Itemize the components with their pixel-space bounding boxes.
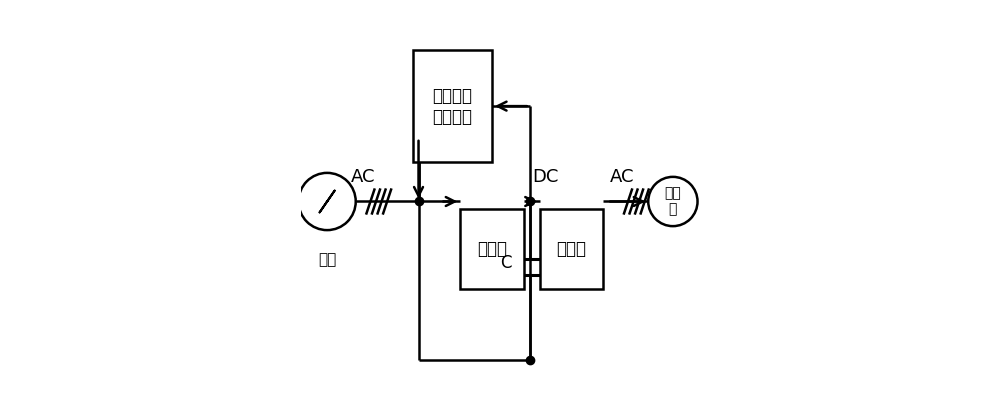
Text: 能量回馈
装置单元: 能量回馈 装置单元 — [432, 87, 472, 125]
Text: 整流器: 整流器 — [477, 240, 507, 258]
Bar — [413, 50, 492, 162]
Circle shape — [648, 177, 698, 226]
Text: C: C — [500, 254, 512, 272]
Circle shape — [298, 173, 356, 230]
Text: AC: AC — [610, 168, 635, 186]
Text: 电动
机: 电动 机 — [665, 187, 681, 216]
Bar — [540, 210, 603, 289]
Text: DC: DC — [532, 168, 558, 186]
Bar — [460, 210, 524, 289]
Text: AC: AC — [351, 168, 375, 186]
Text: 逆变器: 逆变器 — [557, 240, 587, 258]
Text: 电网: 电网 — [318, 252, 336, 267]
